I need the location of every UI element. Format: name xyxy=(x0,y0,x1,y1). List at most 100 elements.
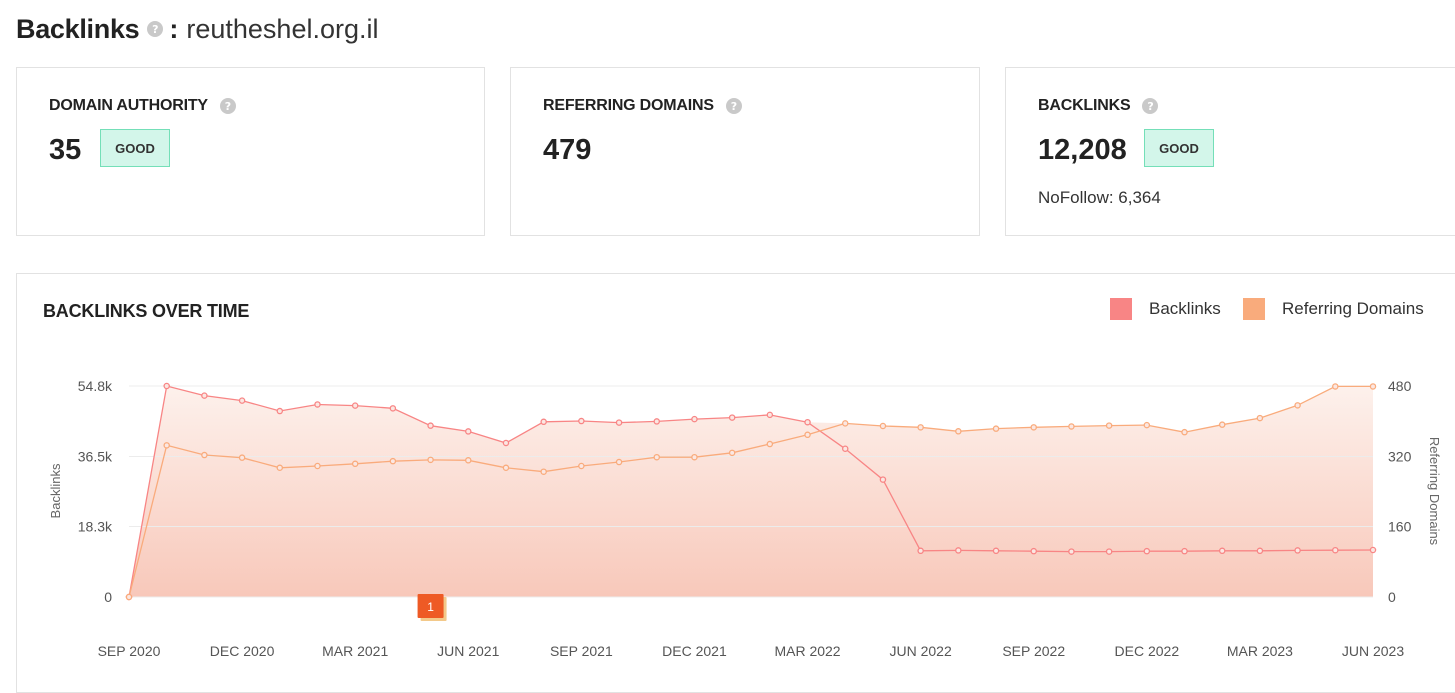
x-tick-label: JUN 2023 xyxy=(1342,643,1404,659)
x-tick-label: DEC 2021 xyxy=(662,643,727,659)
legend-item-referring-domains[interactable]: Referring Domains xyxy=(1243,298,1424,320)
data-point-referring-domains xyxy=(276,464,284,472)
x-tick-label: JUN 2021 xyxy=(437,643,499,659)
domain-authority-value: 35 xyxy=(49,134,82,166)
data-point-referring-domains xyxy=(653,453,661,461)
data-point-referring-domains xyxy=(1218,421,1226,428)
data-point-referring-domains xyxy=(1143,421,1151,429)
chart-area-fill xyxy=(129,386,1373,597)
data-point-referring-domains xyxy=(125,593,133,601)
data-point-referring-domains xyxy=(351,460,359,468)
data-point-backlinks xyxy=(578,417,585,425)
referring-domains-label-row: REFERRING DOMAINS ? xyxy=(543,97,742,115)
question-mark-icon[interactable]: ? xyxy=(725,98,742,114)
data-point-referring-domains xyxy=(389,457,397,465)
referring-domains-card: REFERRING DOMAINS ? 479 xyxy=(510,67,980,236)
question-mark-icon[interactable]: ? xyxy=(147,21,164,37)
data-point-referring-domains xyxy=(879,422,887,430)
question-mark-icon[interactable]: ? xyxy=(1142,98,1159,114)
data-point-referring-domains xyxy=(163,442,170,449)
data-point-backlinks xyxy=(276,407,284,415)
x-tick-label: MAR 2022 xyxy=(774,643,840,659)
x-tick-label: SEP 2022 xyxy=(1002,643,1065,659)
x-tick-label: DEC 2020 xyxy=(210,643,275,659)
data-point-referring-domains xyxy=(540,468,547,475)
data-point-backlinks xyxy=(653,418,661,425)
annotation-marker-label: 1 xyxy=(427,600,434,614)
data-point-referring-domains xyxy=(955,428,962,435)
data-point-backlinks xyxy=(1256,547,1264,555)
backlinks-value: 12,208 xyxy=(1038,134,1127,166)
legend-swatch-referring-domains xyxy=(1243,298,1265,320)
backlinks-label-row: BACKLINKS ? xyxy=(1038,97,1159,115)
data-point-referring-domains xyxy=(1294,402,1301,409)
domain-authority-badge: GOOD xyxy=(100,129,170,167)
data-point-referring-domains xyxy=(766,440,774,448)
y-left-tick-label: 54.8k xyxy=(78,378,113,394)
data-point-backlinks xyxy=(917,547,924,555)
data-point-referring-domains xyxy=(1068,423,1075,430)
data-point-backlinks xyxy=(427,422,434,429)
referring-domains-label: REFERRING DOMAINS xyxy=(543,97,714,114)
x-tick-label: JUN 2022 xyxy=(890,643,952,659)
x-tick-label: SEP 2021 xyxy=(550,643,613,659)
backlinks-card: BACKLINKS ? 12,208 GOOD NoFollow: 6,364 xyxy=(1005,67,1455,236)
data-point-backlinks xyxy=(1218,547,1226,555)
data-point-backlinks xyxy=(163,382,170,390)
data-point-backlinks xyxy=(879,476,887,483)
backlinks-badge: GOOD xyxy=(1144,129,1214,167)
x-tick-label: DEC 2022 xyxy=(1115,643,1180,659)
data-point-backlinks xyxy=(1030,547,1037,555)
y-left-axis-label: Backlinks xyxy=(48,463,63,518)
y-right-tick-label: 0 xyxy=(1388,589,1396,605)
domain-authority-card: DOMAIN AUTHORITY ? 35 GOOD xyxy=(16,67,485,236)
data-point-backlinks xyxy=(314,401,321,408)
data-point-referring-domains xyxy=(841,420,849,427)
data-point-backlinks xyxy=(351,402,359,409)
data-point-backlinks xyxy=(766,411,774,419)
data-point-referring-domains xyxy=(238,454,246,461)
domain-authority-label: DOMAIN AUTHORITY xyxy=(49,97,208,114)
series-line-backlinks xyxy=(128,385,1374,598)
y-left-tick-label: 18.3k xyxy=(78,519,113,535)
data-point-backlinks xyxy=(1068,548,1075,555)
data-point-referring-domains xyxy=(615,458,623,466)
data-point-backlinks xyxy=(502,439,510,447)
legend-swatch-backlinks xyxy=(1110,298,1132,320)
data-point-referring-domains xyxy=(992,425,1000,432)
data-point-backlinks xyxy=(804,418,811,426)
data-point-backlinks xyxy=(1181,547,1188,555)
chart-title: BACKLINKS OVER TIME xyxy=(43,301,250,321)
question-mark-icon[interactable]: ? xyxy=(219,98,236,114)
data-point-backlinks xyxy=(1369,546,1377,554)
data-point-referring-domains xyxy=(201,451,208,459)
backlinks-label: BACKLINKS xyxy=(1038,97,1131,114)
data-point-backlinks xyxy=(955,547,962,554)
x-tick-label: MAR 2023 xyxy=(1227,643,1293,659)
data-point-backlinks xyxy=(1143,547,1151,555)
referring-domains-value: 479 xyxy=(543,134,592,166)
data-point-referring-domains xyxy=(1030,424,1037,431)
data-point-referring-domains xyxy=(1369,383,1377,390)
data-point-referring-domains xyxy=(1256,414,1264,422)
y-right-tick-label: 320 xyxy=(1388,448,1412,464)
page-header: Backlinks ? : reutheshel.org.il xyxy=(16,10,379,48)
legend-label-referring-domains: Referring Domains xyxy=(1282,299,1424,318)
legend-item-backlinks[interactable]: Backlinks xyxy=(1110,298,1221,320)
data-point-backlinks xyxy=(465,428,472,435)
data-point-referring-domains xyxy=(804,431,811,439)
x-tick-label: SEP 2020 xyxy=(98,643,161,659)
page-title: Backlinks xyxy=(16,13,140,44)
data-point-backlinks xyxy=(540,418,547,426)
data-point-referring-domains xyxy=(691,453,698,461)
domain-name: reutheshel.org.il xyxy=(186,13,379,44)
data-point-backlinks xyxy=(238,397,246,404)
domain-authority-label-row: DOMAIN AUTHORITY ? xyxy=(49,97,236,115)
data-point-referring-domains xyxy=(1181,428,1188,436)
y-left-tick-label: 0 xyxy=(104,589,112,605)
series-line-referring-domains xyxy=(128,385,1373,598)
data-point-referring-domains xyxy=(728,449,736,457)
data-point-backlinks xyxy=(992,547,1000,555)
y-right-tick-label: 480 xyxy=(1388,378,1412,394)
data-point-referring-domains xyxy=(1105,422,1113,429)
